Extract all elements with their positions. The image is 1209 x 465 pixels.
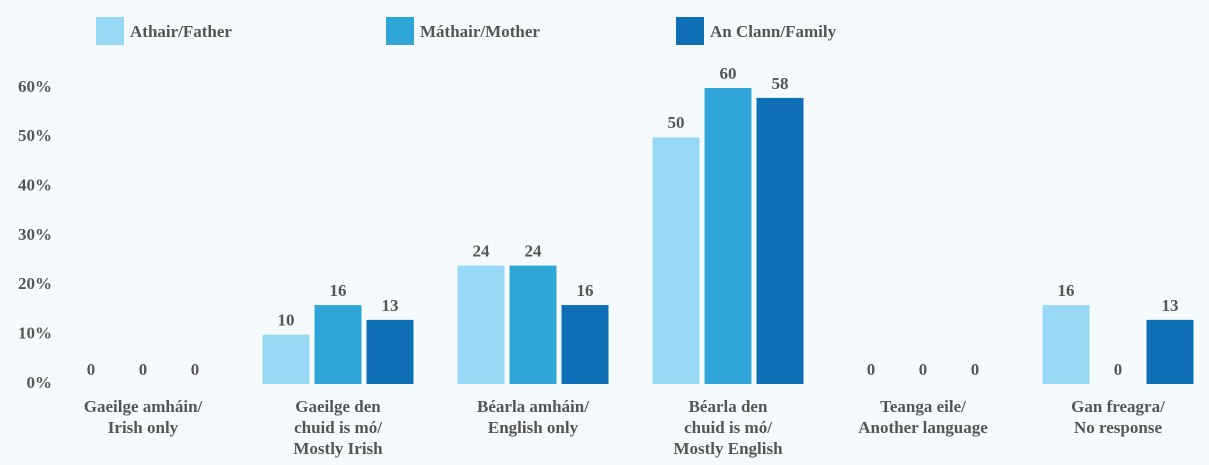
data-label: 16 [577,281,594,300]
data-label: 60 [720,64,737,83]
x-tick-label: Gaeilge amháin/ [84,397,203,416]
y-tick-label: 30% [18,225,52,244]
data-label: 50 [668,113,685,132]
x-tick-label: Another language [858,418,988,437]
x-tick-label: English only [488,418,579,437]
x-tick-label: chuid is mó/ [684,418,772,437]
legend-label: Máthair/Mother [420,22,540,41]
bar [509,265,557,384]
bar [561,305,609,384]
x-tick-label: Béarla amháin/ [477,397,589,416]
bar [652,137,700,384]
x-tick-label: Gaeilge den [295,397,381,416]
data-label: 0 [191,360,200,379]
bar [704,88,752,384]
data-label: 58 [772,74,789,93]
data-label: 0 [87,360,96,379]
x-tick-label: chuid is mó/ [294,418,382,437]
x-tick-label: Teanga eile/ [880,397,966,416]
data-label: 24 [525,242,543,261]
y-tick-label: 60% [18,77,52,96]
y-tick-label: 40% [18,176,52,195]
data-label: 0 [1114,360,1123,379]
bar [262,334,310,384]
y-tick-label: 50% [18,126,52,145]
legend-swatch [386,17,414,45]
bar [314,305,362,384]
bar [457,265,505,384]
data-label: 10 [278,311,295,330]
data-label: 16 [330,281,347,300]
legend-swatch [96,17,124,45]
x-tick-label: Irish only [108,418,179,437]
data-label: 0 [867,360,876,379]
data-label: 16 [1058,281,1075,300]
x-tick-label: Mostly Irish [293,439,383,458]
x-tick-label: Gan freagra/ [1071,397,1165,416]
bar [1146,319,1194,384]
x-tick-label: No response [1074,418,1162,437]
legend-label: An Clann/Family [710,22,837,41]
bar [756,97,804,384]
data-label: 0 [139,360,148,379]
bar [366,319,414,384]
x-tick-label: Béarla den [689,397,768,416]
bar [1042,305,1090,384]
legend-swatch [676,17,704,45]
x-tick-label: Mostly English [673,439,783,458]
data-label: 0 [919,360,928,379]
y-tick-label: 20% [18,274,52,293]
legend-label: Athair/Father [130,22,232,41]
data-label: 13 [382,296,399,315]
y-tick-label: 0% [27,373,53,392]
data-label: 24 [473,242,491,261]
data-label: 13 [1162,296,1179,315]
y-tick-label: 10% [18,324,52,343]
data-label: 0 [971,360,980,379]
